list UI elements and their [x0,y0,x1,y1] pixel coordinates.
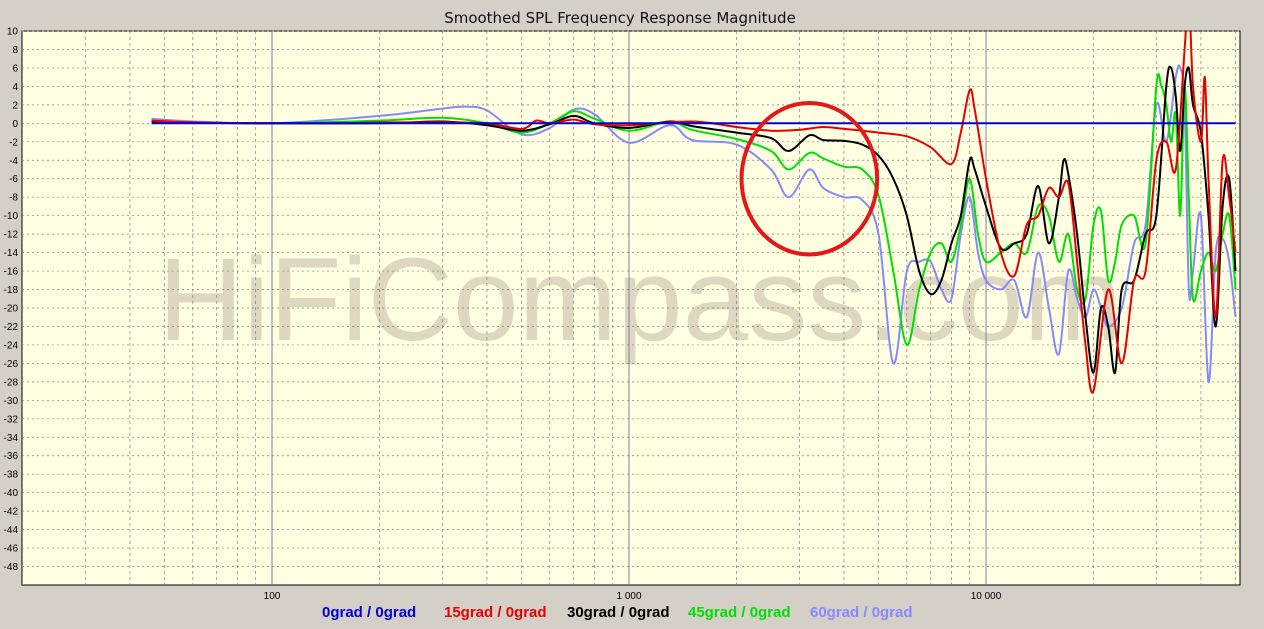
y-tick-label: -30 [4,396,19,407]
watermark-text: HiFiCompass.com [158,234,1122,366]
series-line-15grad [151,31,1237,394]
legend-entry-60grad: 60grad / 0grad [810,604,913,621]
y-tick-label: 0 [12,119,18,130]
series-group [151,31,1237,394]
x-axis-ticks: 100 1 000 10 000 [264,591,1002,602]
y-tick-label: -14 [4,248,19,259]
y-tick-label: -26 [4,359,19,370]
y-tick-label: 10 [7,27,19,38]
y-tick-label: -38 [4,470,19,481]
legend-entry-30grad: 30grad / 0grad [567,604,670,621]
y-tick-label: -40 [4,488,19,499]
x-tick-label: 1 000 [616,591,641,602]
y-tick-label: -24 [4,340,19,351]
y-axis-ticks: 10 8 6 4 2 0 -2 -4 -6 -8 -10 -12 -14 -16 -18 -20 -22 -24 -… [4,27,19,574]
x-tick-label: 10 000 [971,591,1002,602]
y-tick-label: -28 [4,377,19,388]
annotation-ellipse [739,101,880,257]
y-tick-label: -4 [9,156,18,167]
y-tick-label: -20 [4,304,19,315]
y-tick-label: -8 [9,193,18,204]
y-tick-label: 2 [12,100,18,111]
y-tick-label: -44 [4,525,19,536]
y-tick-label: 8 [12,45,18,56]
y-tick-label: -34 [4,433,19,444]
y-tick-label: -2 [9,137,18,148]
y-tick-label: -18 [4,285,19,296]
y-tick-label: 4 [12,82,18,93]
y-tick-label: -12 [4,230,19,241]
x-tick-label: 100 [264,591,281,602]
y-tick-label: -36 [4,451,19,462]
legend: 0grad / 0grad 15grad / 0grad 30grad / 0gra… [0,604,1264,626]
y-tick-label: -10 [4,211,19,222]
legend-entry-45grad: 45grad / 0grad [688,604,791,621]
y-tick-label: 6 [12,63,18,74]
series-line-60grad [151,64,1237,383]
y-tick-label: -22 [4,322,19,333]
y-tick-label: -32 [4,414,19,425]
y-tick-label: -6 [9,174,18,185]
legend-entry-0grad: 0grad / 0grad [322,604,417,621]
y-tick-label: -42 [4,507,19,518]
chart-title: Smoothed SPL Frequency Response Magnitud… [444,9,796,27]
legend-entry-15grad: 15grad / 0grad [444,604,547,621]
y-tick-label: -48 [4,562,19,573]
annotation-group [739,101,880,257]
y-tick-label: -46 [4,544,19,555]
y-tick-label: -16 [4,267,19,278]
